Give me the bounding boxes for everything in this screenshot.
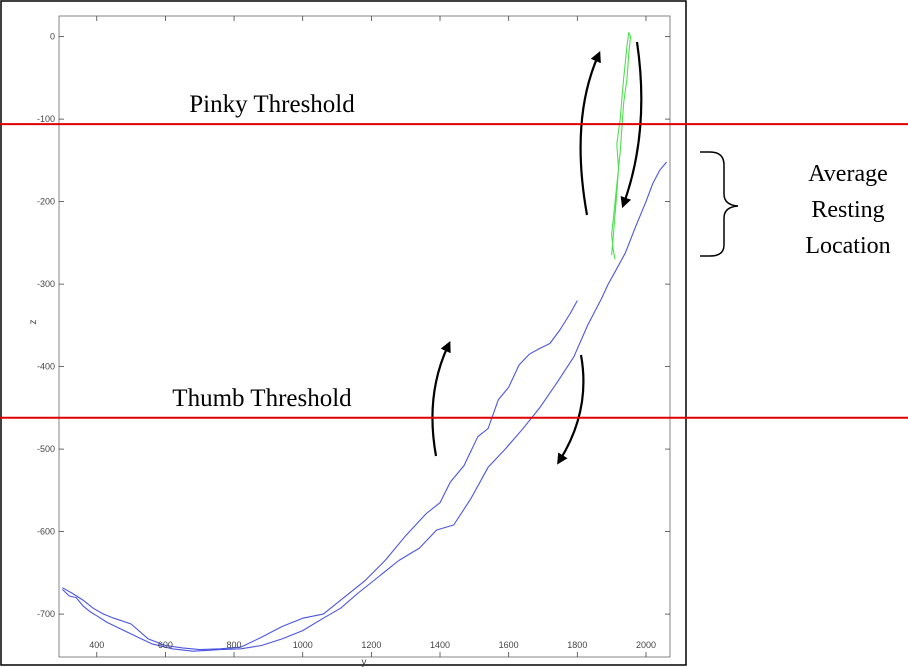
y-tick-label: -200 bbox=[37, 197, 55, 207]
axes: 400 600 800 1000 1200 1400 1600 1800 2000 0 -100 -2… bbox=[37, 16, 670, 657]
x-tick-label: 2000 bbox=[636, 640, 656, 650]
series-line-2 bbox=[62, 300, 578, 651]
annotation-line-2: Resting bbox=[811, 197, 884, 223]
motion-arrow-1 bbox=[579, 50, 601, 216]
x-tick-label: 1200 bbox=[361, 640, 381, 650]
resting-annotation: Average Resting Location bbox=[805, 161, 890, 259]
series-line-1 bbox=[62, 161, 668, 652]
x-tick-label: 1400 bbox=[430, 640, 450, 650]
x-tick-label: 800 bbox=[227, 640, 242, 650]
plot-content bbox=[62, 31, 668, 652]
x-tick-label: 400 bbox=[89, 640, 104, 650]
annotation-line-1: Average bbox=[808, 161, 888, 187]
x-tick-label: 600 bbox=[158, 640, 173, 650]
x-tick-label: 1600 bbox=[499, 640, 519, 650]
motion-arrow-4 bbox=[557, 354, 585, 465]
resting-bracket bbox=[700, 151, 739, 257]
plot-area bbox=[58, 15, 671, 658]
y-tick-label: 0 bbox=[50, 32, 55, 42]
x-tick-label: 1800 bbox=[567, 640, 587, 650]
threshold-labels: Pinky Threshold Thumb Threshold bbox=[172, 91, 355, 412]
y-tick-label: -500 bbox=[37, 444, 55, 454]
bracket-shape bbox=[700, 151, 739, 257]
threshold-label-1: Pinky Threshold bbox=[189, 91, 355, 118]
y-tick-label: -300 bbox=[37, 279, 55, 289]
y-tick-label: -400 bbox=[37, 362, 55, 372]
x-tick-label: 1000 bbox=[293, 640, 313, 650]
y-axis-label: z bbox=[28, 320, 39, 325]
annotation-line-3: Location bbox=[805, 233, 890, 259]
y-tick-label: -700 bbox=[37, 609, 55, 619]
x-axis-label: y bbox=[362, 657, 367, 667]
y-tick-label: -600 bbox=[37, 527, 55, 537]
motion-arrow-3 bbox=[431, 341, 451, 457]
threshold-label-2: Thumb Threshold bbox=[172, 385, 352, 412]
series-line-3 bbox=[611, 31, 632, 260]
y-tick-label: -100 bbox=[37, 114, 55, 124]
motion-arrow-2 bbox=[620, 41, 643, 209]
motion-arrows bbox=[431, 41, 643, 465]
